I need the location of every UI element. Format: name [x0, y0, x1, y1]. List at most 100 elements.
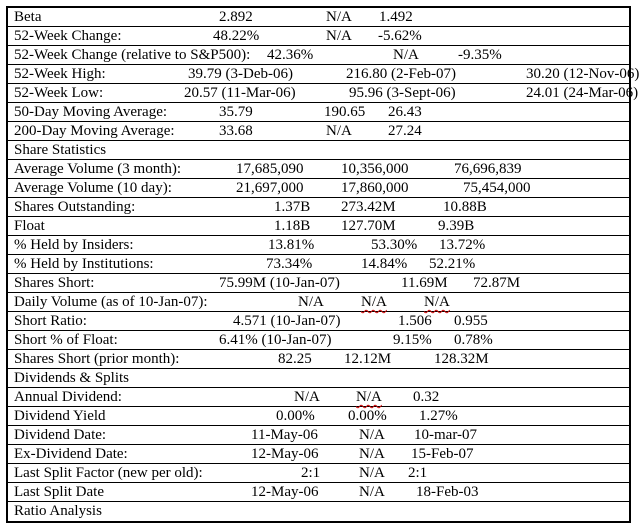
row-value: 75.99M (10-Jan-07)	[219, 275, 340, 291]
row-label: Short Ratio:	[14, 313, 87, 329]
row-value: 216.80 (2-Feb-07)	[346, 66, 456, 82]
row-value: N/A	[326, 28, 352, 44]
row-value: 10,356,000	[341, 161, 409, 177]
row-label: Float	[14, 218, 45, 234]
row-value: 273.42M	[341, 199, 396, 215]
row-value-misspelled: N/A	[361, 294, 387, 310]
row-value: 21,697,000	[236, 180, 304, 196]
row-value: 11.69M	[401, 275, 448, 291]
row-value: 10-mar-07	[414, 427, 478, 443]
row-value: 0.955	[454, 313, 488, 329]
row-value: 1.37B	[274, 199, 311, 215]
row-label: Average Volume (3 month):	[14, 161, 182, 177]
row-value: 1.492	[379, 9, 413, 25]
row-value: 30.20 (12-Nov-06)	[526, 66, 640, 82]
row-value: 18-Feb-03	[416, 484, 479, 500]
row-value: 2:1	[408, 465, 428, 481]
table-row: Float 1.18B 127.70M 9.39B	[8, 217, 629, 236]
row-value: 39.79 (3-Deb-06)	[188, 66, 293, 82]
row-label: Average Volume (10 day):	[14, 180, 172, 196]
row-value: 0.00%	[276, 408, 315, 424]
row-value-misspelled: N/A	[424, 294, 450, 310]
section-row: Share Statistics	[8, 141, 629, 160]
row-value: 14.84%	[361, 256, 408, 272]
row-value: 20.57 (11-Mar-06)	[184, 85, 296, 101]
table-row: 50-Day Moving Average: 35.79 190.65 26.4…	[8, 103, 629, 122]
row-value: 27.24	[388, 123, 422, 139]
row-value: 35.79	[219, 104, 253, 120]
row-value: N/A	[393, 47, 419, 63]
row-value: N/A	[326, 9, 352, 25]
section-label: Ratio Analysis	[14, 503, 102, 519]
table-row: 52-Week High: 39.79 (3-Deb-06) 216.80 (2…	[8, 65, 639, 84]
row-value: 0.78%	[454, 332, 493, 348]
row-value: N/A	[359, 484, 385, 500]
row-label: Last Split Date	[14, 484, 104, 500]
table-row: Average Volume (3 month): 17,685,090 10,…	[8, 160, 629, 179]
row-value: 9.15%	[393, 332, 432, 348]
row-value: 1.506	[398, 313, 432, 329]
row-value: 53.30%	[371, 237, 418, 253]
row-value: N/A	[359, 465, 385, 481]
row-value: 2.892	[219, 9, 253, 25]
row-value: 72.87M	[473, 275, 521, 291]
row-label: Ex-Dividend Date:	[14, 446, 128, 462]
row-value: 9.39B	[438, 218, 475, 234]
row-value: N/A	[298, 294, 324, 310]
row-label: Beta	[14, 9, 42, 25]
row-value: 6.41% (10-Jan-07)	[219, 332, 332, 348]
row-value: 12-May-06	[251, 446, 319, 462]
table-row: Dividend Date: 11-May-06 N/A 10-mar-07	[8, 426, 629, 445]
section-label: Dividends & Splits	[14, 370, 130, 386]
row-value: 33.68	[219, 123, 253, 139]
table-row: Average Volume (10 day): 21,697,000 17,8…	[8, 179, 629, 198]
row-value: 0.00%	[348, 408, 387, 424]
row-label: Shares Short (prior month):	[14, 351, 180, 367]
row-value: 190.65	[324, 104, 366, 120]
row-value: 17,860,000	[341, 180, 409, 196]
table-row: Dividend Yield 0.00% 0.00% 1.27%	[8, 407, 629, 426]
row-value: 15-Feb-07	[411, 446, 474, 462]
row-label: 52-Week High:	[14, 66, 106, 82]
row-value: 48.22%	[213, 28, 260, 44]
table-row: % Held by Insiders: 13.81% 53.30% 13.72%	[8, 236, 629, 255]
row-value: 4.571 (10-Jan-07)	[233, 313, 341, 329]
row-label: Dividend Yield	[14, 408, 106, 424]
table-row: Short Ratio: 4.571 (10-Jan-07) 1.506 0.9…	[8, 312, 629, 331]
row-value: 75,454,000	[463, 180, 531, 196]
row-value: 12-May-06	[251, 484, 319, 500]
row-value: 24.01 (24-Mar-06)	[526, 85, 639, 101]
row-label: Annual Dividend:	[14, 389, 122, 405]
row-value: 13.81%	[268, 237, 315, 253]
table-row: 52-Week Change (relative to S&P500): 42.…	[8, 46, 629, 65]
table-row: Short % of Float: 6.41% (10-Jan-07) 9.15…	[8, 331, 629, 350]
row-value: 73.34%	[266, 256, 313, 272]
row-value: 95.96 (3-Sept-06)	[349, 85, 456, 101]
statistics-table: Beta 2.892 N/A 1.492 52-Week Change: 48.…	[6, 6, 639, 523]
section-row: Ratio Analysis	[8, 502, 629, 521]
table-row: Beta 2.892 N/A 1.492	[8, 8, 629, 27]
row-label: 50-Day Moving Average:	[14, 104, 168, 120]
row-value: N/A	[326, 123, 352, 139]
table-row: Shares Outstanding: 1.37B 273.42M 10.88B	[8, 198, 629, 217]
row-value: -9.35%	[458, 47, 502, 63]
section-row: Dividends & Splits	[8, 369, 629, 388]
table-row: Last Split Factor (new per old): 2:1 N/A…	[8, 464, 629, 483]
row-value: 0.32	[413, 389, 440, 405]
table-row: Shares Short: 75.99M (10-Jan-07) 11.69M …	[8, 274, 629, 293]
row-label: Dividend Date:	[14, 427, 107, 443]
row-value: 11-May-06	[251, 427, 318, 443]
table-row: 52-Week Change: 48.22% N/A -5.62%	[8, 27, 629, 46]
row-label: 200-Day Moving Average:	[14, 123, 175, 139]
section-label: Share Statistics	[14, 142, 107, 158]
row-value: 127.70M	[341, 218, 396, 234]
row-value: 1.27%	[419, 408, 458, 424]
row-value: 52.21%	[429, 256, 476, 272]
row-value: 76,696,839	[454, 161, 522, 177]
row-label: Shares Short:	[14, 275, 95, 291]
row-label: Short % of Float:	[14, 332, 118, 348]
row-value: 82.25	[278, 351, 312, 367]
row-value: N/A	[294, 389, 320, 405]
row-label: % Held by Institutions:	[14, 256, 154, 272]
table-row: Annual Dividend: N/A N/A 0.32	[8, 388, 629, 407]
